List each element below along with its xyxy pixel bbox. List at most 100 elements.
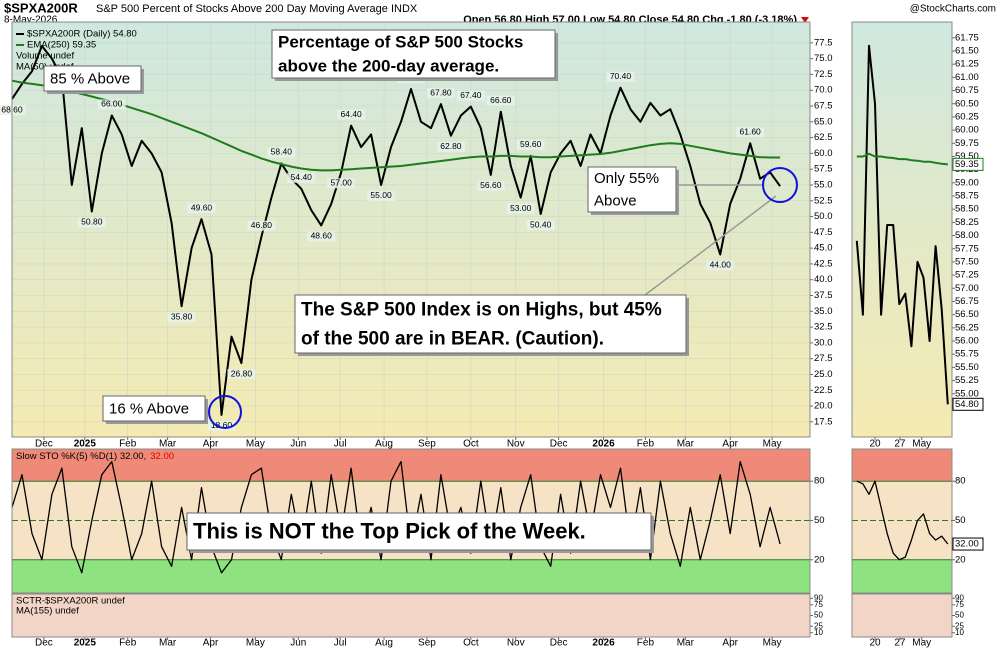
value-label: 66.00	[101, 99, 123, 109]
y-tick-label: 90	[955, 593, 964, 602]
y-tick-label: 75.0	[814, 53, 833, 64]
callout-text: Percentage of S&P 500 Stocks	[278, 32, 523, 51]
y-tick-label: 10	[955, 628, 964, 637]
y-tick-label: 57.75	[955, 243, 979, 254]
panel-background	[852, 22, 952, 437]
value-label: 46.80	[251, 220, 273, 230]
y-tick-label: 75	[955, 600, 964, 609]
y-tick-label: 20	[955, 554, 966, 565]
value-label-box	[207, 420, 236, 431]
callout-box	[587, 166, 677, 213]
x-tick-label: Dec	[550, 439, 568, 450]
series-line	[11, 45, 781, 416]
value-label-box	[307, 231, 336, 242]
x-tick-label: Feb	[119, 439, 137, 450]
callout-text: Only 55%	[594, 170, 659, 187]
y-tick-label: 58.50	[955, 204, 979, 215]
y-tick-label: 59.75	[955, 138, 979, 149]
value-label: 57.00	[331, 178, 353, 188]
legend-label: EMA(250) 59.35	[27, 40, 96, 51]
x-tick-label: Dec	[35, 638, 53, 649]
callout-text: 85 % Above	[50, 70, 130, 87]
x-tick-label: 20	[869, 638, 881, 649]
x-tick-label: 27	[894, 638, 906, 649]
callout-text: The S&P 500 Index is on Highs, but 45%	[301, 300, 662, 321]
value-label-box	[456, 90, 485, 101]
y-tick-label: 80	[955, 476, 966, 487]
value-tag: 54.80	[955, 399, 979, 410]
value-label-box	[167, 312, 196, 323]
y-tick-label: 75	[814, 600, 823, 609]
x-tick-label: Jul	[334, 439, 347, 450]
x-tick-label: May	[246, 439, 265, 450]
panel-border	[11, 593, 811, 638]
x-tick-label: Dec	[35, 439, 53, 450]
y-tick-label: 57.5	[814, 164, 833, 175]
y-tick-label: 55.00	[955, 388, 979, 399]
y-tick-label: 56.00	[955, 336, 979, 347]
description: S&P 500 Percent of Stocks Above 200 Day …	[96, 3, 418, 15]
value-label-box	[426, 88, 455, 99]
y-tick-label: 50.0	[814, 211, 833, 222]
value-label: 49.60	[191, 202, 213, 212]
legend-label: $SPXA200R (Daily) 54.80	[27, 29, 137, 40]
y-tick-label: 60.25	[955, 111, 979, 122]
value-label-box	[367, 190, 396, 201]
watermark: @StockCharts.com	[910, 4, 996, 15]
callout-text: This is NOT the Top Pick of the Week.	[193, 518, 586, 543]
x-tick-label: Apr	[722, 439, 738, 450]
x-tick-label: 27	[894, 439, 906, 450]
legend-label: Volume undef	[16, 51, 74, 62]
value-label-box	[486, 95, 515, 106]
value-label-box	[97, 99, 126, 110]
value-label-box	[287, 172, 316, 183]
x-tick-label: 2026	[592, 638, 615, 649]
value-tag-box	[952, 157, 984, 171]
y-tick-label: 45.0	[814, 243, 833, 254]
y-tick-label: 90	[814, 593, 823, 602]
value-label: 50.40	[530, 219, 552, 229]
x-tick-label: Mar	[159, 439, 177, 450]
x-tick-label: May	[912, 439, 931, 450]
legend-part: Slow STO %K(5) %D(1) 32.00,	[16, 451, 146, 462]
value-label: 18.60	[211, 420, 233, 430]
y-tick-label: 58.00	[955, 230, 979, 241]
x-tick-label: Sep	[418, 638, 436, 649]
y-tick-label: 57.50	[955, 256, 979, 267]
y-tick-label: 25.0	[814, 369, 833, 380]
panel-legend: Slow STO %K(5) %D(1) 32.00, 32.00	[16, 451, 174, 462]
x-tick-label: Mar	[677, 439, 695, 450]
callout-box	[186, 512, 652, 551]
y-tick-label: 50	[814, 515, 825, 526]
highlight-circle	[208, 395, 242, 429]
y-tick-label: 27.5	[814, 353, 833, 364]
value-label-box	[506, 203, 535, 214]
y-tick-label: 61.00	[955, 72, 979, 83]
y-tick-label: 32.5	[814, 322, 833, 333]
zone-band	[852, 449, 952, 482]
down-arrow	[801, 17, 809, 23]
callout-box	[271, 29, 556, 79]
y-tick-label: 62.5	[814, 132, 833, 143]
callout-box	[43, 65, 142, 92]
value-label-box	[227, 369, 256, 380]
y-tick-label: 42.5	[814, 258, 833, 269]
x-tick-label: Nov	[507, 439, 525, 450]
callout-text: Above	[594, 193, 637, 210]
y-tick-label: 61.50	[955, 46, 979, 57]
x-tick-label: Feb	[119, 638, 137, 649]
value-label: 44.00	[710, 260, 732, 270]
callout-text: 16 % Above	[109, 400, 189, 417]
panel-background	[12, 594, 810, 637]
value-label-box	[516, 139, 545, 150]
series-line	[855, 44, 949, 405]
y-tick-label: 20.0	[814, 401, 833, 412]
y-tick-label: 47.5	[814, 227, 833, 238]
y-tick-label: 55.50	[955, 362, 979, 373]
y-tick-label: 17.5	[814, 416, 833, 427]
series-line	[11, 79, 781, 172]
value-label: 66.60	[490, 95, 512, 105]
x-tick-label: Feb	[637, 638, 655, 649]
value-label-box	[736, 127, 765, 138]
